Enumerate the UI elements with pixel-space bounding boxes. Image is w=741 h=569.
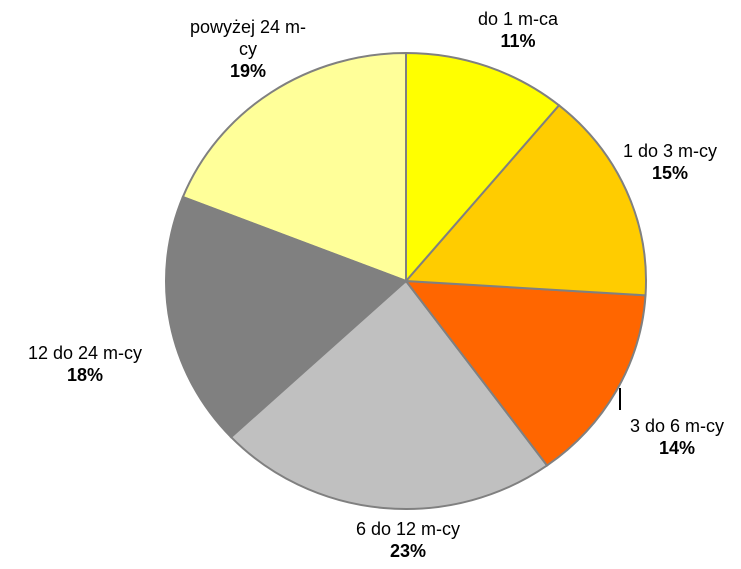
category-label: 3 do 6 m-cy	[629, 416, 725, 436]
category-label: 12 do 24 m-cy	[27, 343, 143, 363]
slice-label: 6 do 12 m-cy 23%	[308, 518, 508, 562]
slice-label: 12 do 24 m-cy 18%	[0, 342, 170, 386]
category-label: powyżej 24 m-cy	[189, 17, 307, 59]
value-label: 19%	[229, 61, 267, 81]
category-label: do 1 m-ca	[477, 9, 559, 29]
value-label: 14%	[658, 438, 696, 458]
category-label: 1 do 3 m-cy	[622, 141, 718, 161]
pie-slice	[181, 51, 407, 283]
slice-label: 1 do 3 m-cy 15%	[595, 140, 741, 184]
pie-slice	[403, 103, 647, 297]
value-label: 15%	[651, 163, 689, 183]
pie-slice	[229, 279, 549, 510]
slice-label: do 1 m-ca 11%	[418, 8, 618, 52]
slice-label: 3 do 6 m-cy 14%	[602, 415, 741, 459]
value-label: 18%	[66, 365, 104, 385]
pie-slice	[405, 51, 561, 284]
value-label: 23%	[389, 541, 427, 561]
value-label: 11%	[500, 31, 536, 51]
pie-slice	[165, 195, 408, 439]
pie-slice	[403, 279, 647, 467]
slice-label: powyżej 24 m-cy 19%	[186, 16, 311, 82]
category-label: 6 do 12 m-cy	[355, 519, 461, 539]
